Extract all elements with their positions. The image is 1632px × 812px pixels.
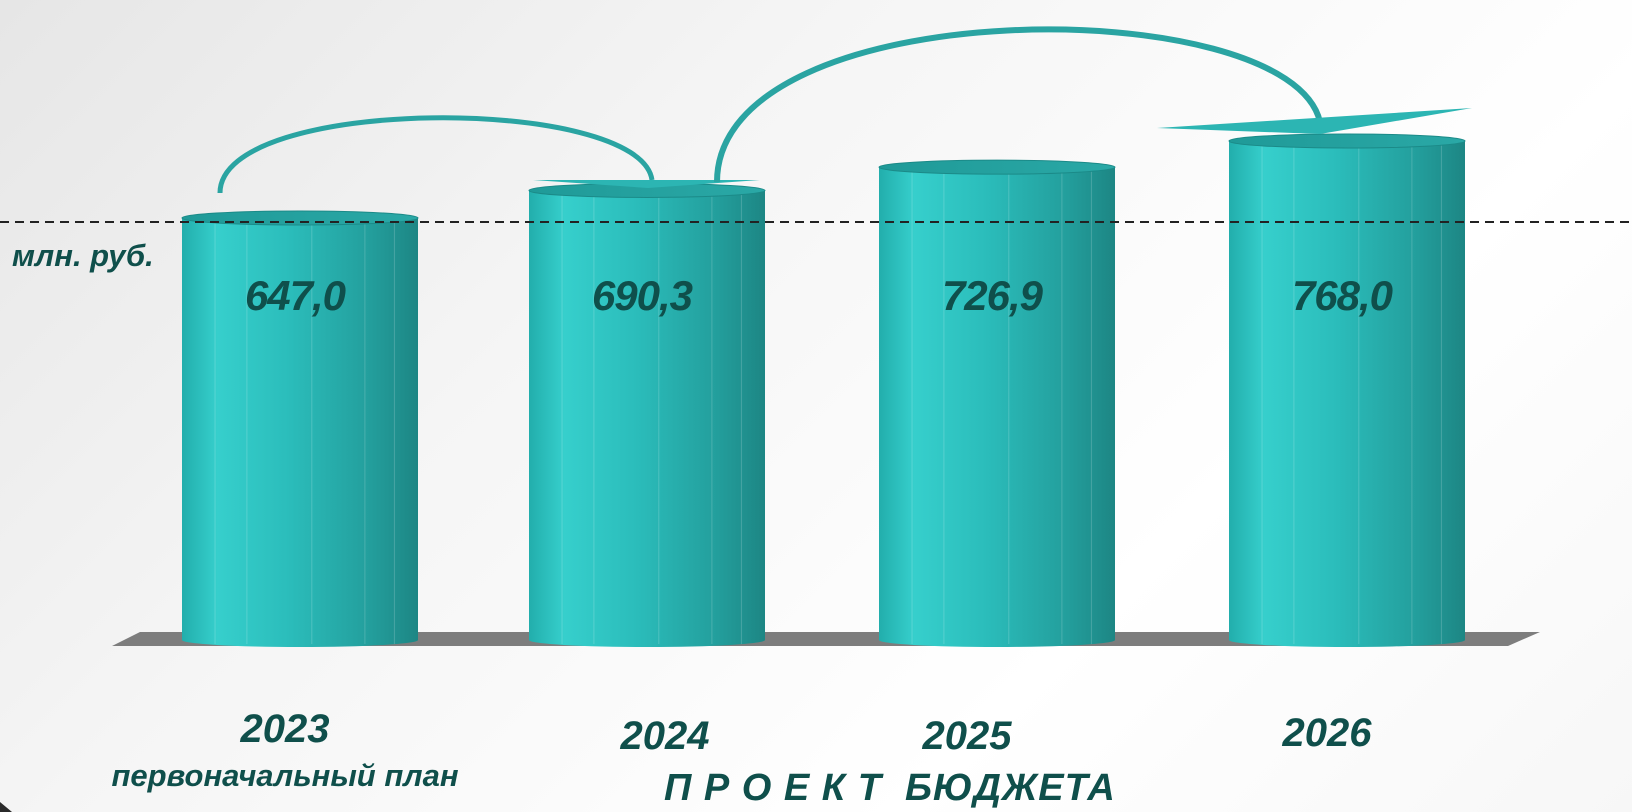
bar-2026 xyxy=(1228,133,1466,647)
bar-2025 xyxy=(878,159,1116,647)
bars-group xyxy=(181,133,1466,648)
bar-2024 xyxy=(528,182,766,648)
unit-label: млн. руб. xyxy=(12,238,154,273)
year-label-2025: 2025 xyxy=(922,714,1012,758)
bar-2023 xyxy=(181,210,419,647)
bar-body xyxy=(529,190,765,648)
value-label-2023: 647,0 xyxy=(245,272,346,319)
value-labels-group: 647,0 690,3 726,9 768,0 xyxy=(245,272,1394,319)
budget-project-text: П Р О Е К Т БЮДЖЕТА xyxy=(664,767,1116,809)
bar-top xyxy=(1228,133,1466,149)
year-label-2023: 2023 xyxy=(240,707,330,751)
year-label-2026: 2026 xyxy=(1282,711,1372,755)
chart-floor xyxy=(112,632,1540,646)
value-label-2026: 768,0 xyxy=(1292,272,1393,319)
original-plan-label: первоначальный план xyxy=(111,758,459,793)
arrow-arc-2023-2024 xyxy=(217,115,655,194)
arrowhead-2024 xyxy=(533,180,760,188)
value-label-2025: 726,9 xyxy=(942,272,1044,319)
bar-body xyxy=(1229,141,1465,647)
arrow-arc-2024-2026 xyxy=(714,26,1323,183)
bar-body xyxy=(182,218,418,647)
bar-body xyxy=(879,167,1115,647)
value-label-2024: 690,3 xyxy=(592,272,693,319)
budget-project-label: П Р О Е К Т БЮДЖЕТА xyxy=(664,767,1116,810)
year-label-2024: 2024 xyxy=(620,714,710,758)
corner-decoration xyxy=(0,802,12,812)
growth-arrows xyxy=(217,26,1472,194)
arrowhead-2026 xyxy=(1157,108,1472,134)
bar-top xyxy=(878,159,1116,175)
